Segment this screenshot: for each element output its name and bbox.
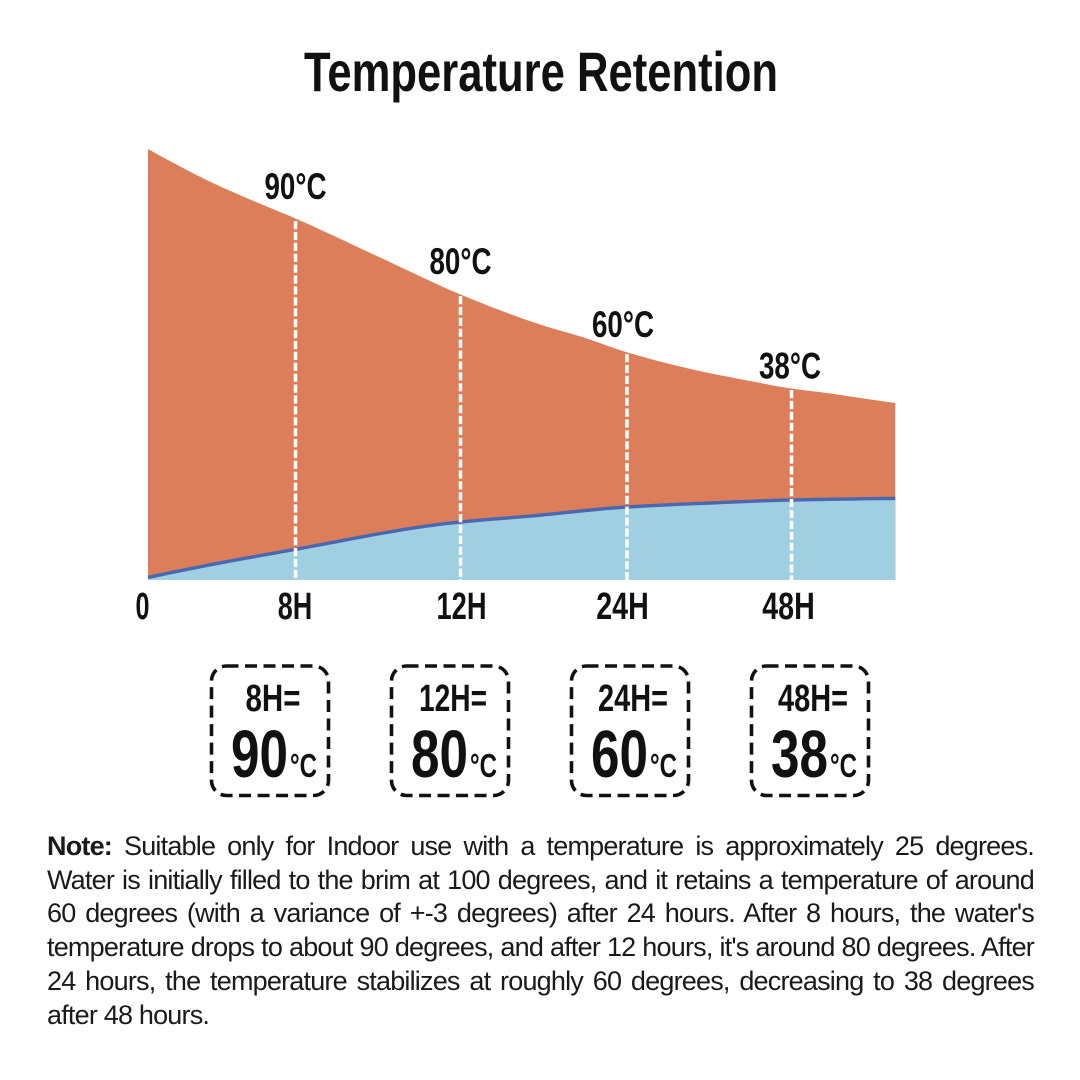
svg-text:°C: °C: [470, 747, 497, 784]
svg-text:0: 0: [136, 586, 150, 628]
svg-text:90: 90: [231, 717, 288, 792]
svg-text:12H: 12H: [437, 586, 487, 628]
svg-text:8H: 8H: [278, 586, 313, 628]
svg-text:48H: 48H: [762, 586, 815, 628]
svg-text:48H=: 48H=: [778, 678, 848, 720]
svg-text:60°C: 60°C: [592, 304, 654, 345]
svg-text:24H: 24H: [596, 586, 649, 628]
svg-text:°C: °C: [290, 747, 317, 784]
svg-text:12H=: 12H=: [419, 678, 487, 720]
svg-text:90°C: 90°C: [265, 166, 327, 207]
svg-text:°C: °C: [830, 747, 857, 784]
svg-text:°C: °C: [650, 747, 677, 784]
svg-text:38°C: 38°C: [759, 346, 821, 387]
svg-text:38: 38: [771, 717, 828, 792]
svg-text:80: 80: [411, 717, 468, 792]
svg-text:80°C: 80°C: [430, 241, 492, 282]
svg-text:24H=: 24H=: [598, 678, 668, 720]
svg-text:60: 60: [591, 717, 648, 792]
svg-text:Temperature Retention: Temperature Retention: [304, 40, 778, 103]
svg-text:8H=: 8H=: [246, 678, 301, 720]
